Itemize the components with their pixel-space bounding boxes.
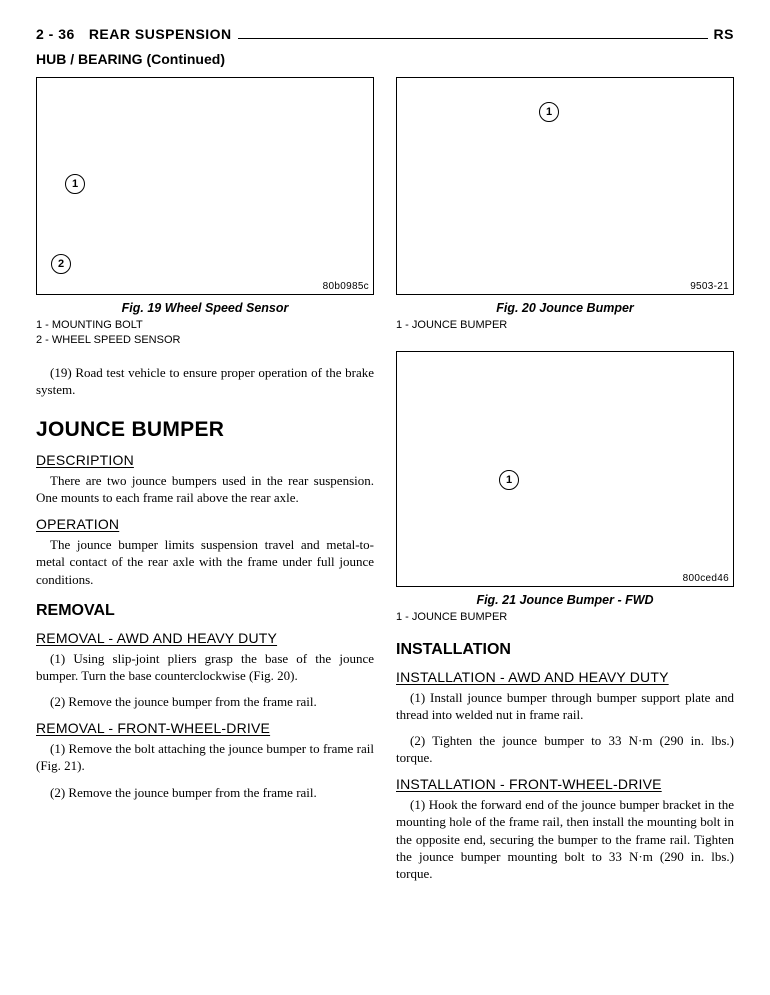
- callout-label: 1: [539, 102, 559, 122]
- install-awd-step1: (1) Install jounce bumper through bumper…: [396, 689, 734, 723]
- figure-20: 9503-21 1: [396, 77, 734, 295]
- removal-awd-step1: (1) Using slip-joint pliers grasp the ba…: [36, 650, 374, 684]
- heading-installation: INSTALLATION: [396, 641, 734, 659]
- two-column-layout: 80b0985c 1 2 Fig. 19 Wheel Speed Sensor 1…: [36, 77, 734, 891]
- figure-19-imgcode: 80b0985c: [323, 281, 369, 292]
- heading-install-awd: INSTALLATION - AWD AND HEAVY DUTY: [396, 669, 734, 685]
- page-number: 2 - 36: [36, 26, 75, 42]
- heading-description: DESCRIPTION: [36, 452, 374, 468]
- removal-fwd-step2: (2) Remove the jounce bumper from the fr…: [36, 784, 374, 801]
- step-19-text: (19) Road test vehicle to ensure proper …: [36, 364, 374, 398]
- removal-fwd-step1: (1) Remove the bolt attaching the jounce…: [36, 740, 374, 774]
- removal-awd-step2: (2) Remove the jounce bumper from the fr…: [36, 693, 374, 710]
- figure-21-caption: Fig. 21 Jounce Bumper - FWD: [396, 593, 734, 607]
- section-title: REAR SUSPENSION: [89, 26, 232, 42]
- callout-label: 2: [51, 254, 71, 274]
- figure-20-legend: 1 - JOUNCE BUMPER: [396, 318, 734, 333]
- page: 2 - 36 REAR SUSPENSION RS HUB / BEARING …: [0, 0, 770, 995]
- page-header: 2 - 36 REAR SUSPENSION RS: [36, 26, 734, 43]
- operation-para: The jounce bumper limits suspension trav…: [36, 536, 374, 587]
- figure-19-caption: Fig. 19 Wheel Speed Sensor: [36, 301, 374, 315]
- figure-19-legend: 1 - MOUNTING BOLT2 - WHEEL SPEED SENSOR: [36, 318, 374, 348]
- subheader: HUB / BEARING (Continued): [36, 51, 734, 67]
- heading-removal-fwd: REMOVAL - FRONT-WHEEL-DRIVE: [36, 720, 374, 736]
- heading-removal: REMOVAL: [36, 602, 374, 620]
- install-fwd-step1: (1) Hook the forward end of the jounce b…: [396, 796, 734, 882]
- heading-removal-awd: REMOVAL - AWD AND HEAVY DUTY: [36, 630, 374, 646]
- heading-jounce-bumper: JOUNCE BUMPER: [36, 418, 374, 442]
- figure-20-caption: Fig. 20 Jounce Bumper: [396, 301, 734, 315]
- figure-21-imgcode: 800ced46: [683, 573, 729, 584]
- header-rule: [238, 38, 708, 39]
- legend-line: 1 - JOUNCE BUMPER: [396, 318, 734, 333]
- legend-line: 1 - JOUNCE BUMPER: [396, 610, 734, 625]
- left-column: 80b0985c 1 2 Fig. 19 Wheel Speed Sensor 1…: [36, 77, 374, 891]
- callout-label: 1: [65, 174, 85, 194]
- legend-line: 2 - WHEEL SPEED SENSOR: [36, 333, 374, 348]
- right-column: 9503-21 1 Fig. 20 Jounce Bumper 1 - JOUN…: [396, 77, 734, 891]
- description-para: There are two jounce bumpers used in the…: [36, 472, 374, 506]
- figure-19: 80b0985c 1 2: [36, 77, 374, 295]
- figure-21: 800ced46 1: [396, 351, 734, 587]
- heading-install-fwd: INSTALLATION - FRONT-WHEEL-DRIVE: [396, 776, 734, 792]
- install-awd-step2: (2) Tighten the jounce bumper to 33 N·m …: [396, 732, 734, 766]
- heading-operation: OPERATION: [36, 516, 374, 532]
- legend-line: 1 - MOUNTING BOLT: [36, 318, 374, 333]
- callout-label: 1: [499, 470, 519, 490]
- manual-code: RS: [714, 26, 734, 42]
- figure-20-imgcode: 9503-21: [690, 281, 729, 292]
- figure-21-legend: 1 - JOUNCE BUMPER: [396, 610, 734, 625]
